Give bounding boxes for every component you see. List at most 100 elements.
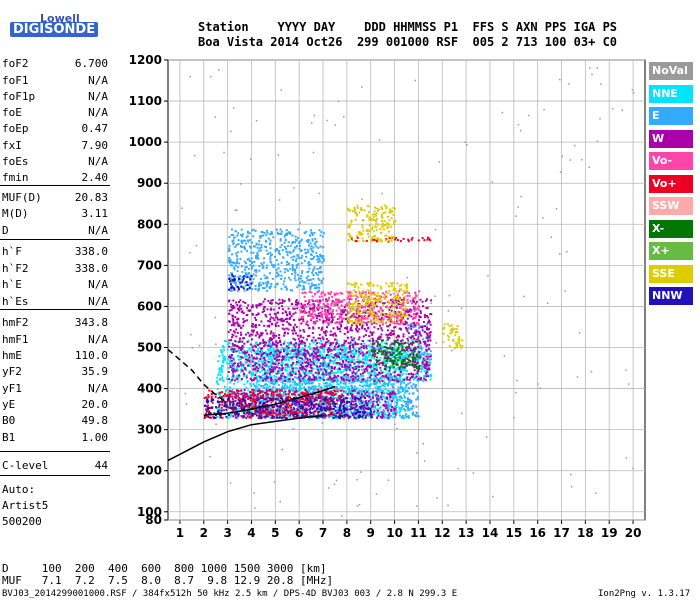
data-point [274, 360, 277, 363]
data-point [418, 376, 421, 379]
data-point [391, 379, 394, 382]
data-point [400, 363, 403, 366]
data-point [354, 342, 357, 345]
data-point [286, 348, 289, 351]
data-point [304, 383, 307, 386]
data-point [261, 353, 264, 356]
data-point [358, 407, 361, 410]
data-point [238, 346, 241, 349]
data-point [318, 278, 321, 281]
data-point [340, 320, 343, 323]
data-point [267, 342, 270, 345]
data-point [264, 351, 267, 354]
data-point [353, 352, 356, 355]
data-point [241, 350, 244, 353]
data-point [237, 242, 240, 245]
data-point [321, 363, 324, 366]
data-point [285, 250, 288, 253]
data-point [269, 313, 272, 316]
data-point [306, 335, 309, 338]
data-point [326, 402, 329, 405]
data-point [301, 369, 304, 372]
data-point [230, 306, 233, 309]
data-point [249, 410, 252, 413]
data-point [343, 374, 346, 377]
data-point [380, 377, 383, 380]
data-point [314, 356, 317, 359]
data-point [330, 349, 333, 352]
data-point [406, 337, 409, 340]
data-point [299, 380, 302, 383]
data-point [301, 383, 304, 386]
data-point [234, 264, 237, 267]
data-point [381, 363, 384, 366]
data-point [315, 287, 318, 290]
data-point [365, 411, 368, 414]
data-point [327, 379, 330, 382]
data-point [247, 268, 250, 271]
data-point [311, 385, 314, 388]
data-point [287, 346, 290, 349]
data-point [309, 278, 312, 281]
data-point [398, 387, 401, 390]
data-point [329, 342, 332, 345]
data-point [422, 358, 425, 361]
data-point [307, 314, 310, 317]
data-point [278, 249, 281, 252]
data-point [231, 333, 234, 336]
data-point [233, 349, 236, 352]
data-point [423, 316, 426, 319]
data-point [273, 353, 276, 356]
data-point [299, 385, 302, 388]
data-point [276, 318, 279, 321]
data-point [389, 376, 392, 379]
data-point [405, 349, 408, 352]
data-point [385, 313, 388, 316]
data-point [374, 311, 377, 314]
data-point [306, 366, 309, 369]
data-point [370, 356, 373, 359]
data-point [376, 348, 379, 351]
data-point [265, 410, 268, 413]
data-point [281, 356, 284, 359]
data-point [308, 261, 311, 264]
data-point [298, 383, 301, 386]
data-point [264, 356, 267, 359]
data-point [378, 318, 381, 321]
data-point [247, 412, 250, 415]
data-point [275, 301, 278, 304]
data-point [358, 412, 361, 415]
data-point [393, 391, 396, 394]
data-point [322, 246, 325, 249]
data-point [235, 301, 238, 304]
data-point [294, 376, 297, 379]
data-point [254, 323, 257, 326]
data-point [368, 349, 371, 352]
data-point [320, 280, 323, 283]
data-point [373, 326, 376, 329]
data-point [314, 388, 317, 391]
param-value: 20.0 [81, 398, 109, 411]
data-point [218, 367, 221, 370]
x-tick-label: 3 [223, 526, 231, 540]
data-point [316, 342, 319, 345]
data-point [271, 343, 274, 346]
data-point [246, 349, 249, 352]
data-point [366, 308, 369, 311]
data-point [320, 270, 323, 273]
data-point [293, 387, 296, 390]
data-point [402, 333, 405, 336]
data-point [375, 411, 378, 414]
data-point [291, 349, 294, 352]
data-point [232, 320, 235, 323]
data-point [309, 347, 312, 350]
data-point [350, 375, 353, 378]
data-point [289, 370, 292, 373]
data-point [252, 277, 255, 280]
data-point [235, 350, 238, 353]
data-point [410, 315, 413, 318]
data-point [349, 354, 352, 357]
data-point [353, 410, 356, 413]
data-point [279, 413, 282, 416]
data-point [398, 351, 401, 354]
